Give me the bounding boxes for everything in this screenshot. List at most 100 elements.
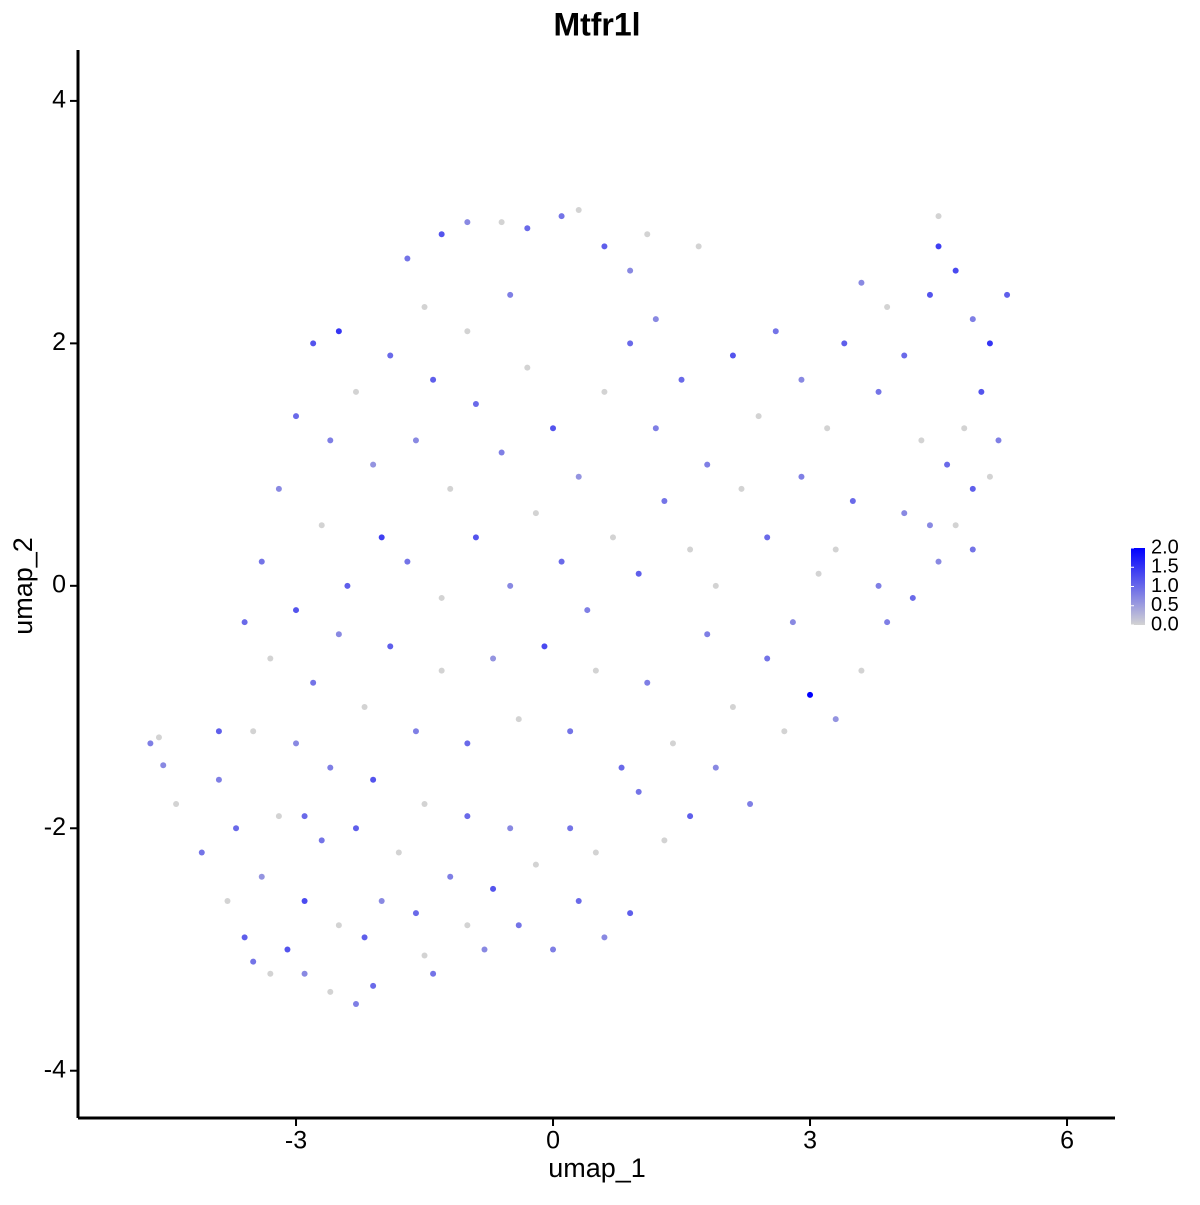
point (464, 740, 471, 747)
point (378, 534, 385, 541)
point (704, 631, 711, 638)
point (293, 740, 300, 747)
point (147, 740, 154, 747)
point (267, 970, 274, 977)
point (507, 582, 514, 589)
point (293, 607, 300, 614)
point (378, 898, 385, 905)
point (558, 213, 565, 220)
point (884, 303, 891, 310)
point (335, 631, 342, 638)
colorbar-tick-label: 0.0 (1151, 613, 1179, 635)
point (815, 570, 822, 577)
point (352, 388, 359, 395)
point (832, 716, 839, 723)
point (275, 813, 282, 820)
point (901, 510, 908, 517)
point (275, 485, 282, 492)
point (584, 607, 591, 614)
point (481, 946, 488, 953)
point (695, 243, 702, 250)
point (909, 594, 916, 601)
colorbar-tick-label: 0.5 (1151, 594, 1179, 616)
point (627, 267, 634, 274)
point (935, 213, 942, 220)
point (310, 679, 317, 686)
point (575, 473, 582, 480)
point (687, 813, 694, 820)
point (250, 958, 257, 965)
point (824, 425, 831, 432)
point (438, 667, 445, 674)
point (498, 449, 505, 456)
point (301, 898, 308, 905)
point (952, 267, 959, 274)
point (352, 1001, 359, 1008)
point (490, 655, 497, 662)
point (498, 219, 505, 226)
point (490, 885, 497, 892)
point (284, 946, 291, 953)
point (687, 546, 694, 553)
point (644, 679, 651, 686)
point (567, 728, 574, 735)
point (747, 801, 754, 808)
y-tick-label: 4 (52, 86, 66, 114)
point (944, 461, 951, 468)
point (430, 970, 437, 977)
point (370, 776, 377, 783)
point (935, 558, 942, 565)
point (986, 340, 993, 347)
point (198, 849, 205, 856)
point (464, 813, 471, 820)
point (738, 485, 745, 492)
point (875, 388, 882, 395)
y-tick-label: 0 (52, 570, 66, 598)
point (515, 716, 522, 723)
point (507, 825, 514, 832)
point (293, 413, 300, 420)
point (669, 740, 676, 747)
point (635, 788, 642, 795)
point (318, 522, 325, 529)
point (160, 762, 167, 769)
point (173, 801, 180, 808)
point (412, 437, 419, 444)
point (327, 764, 334, 771)
point (661, 497, 668, 504)
point (652, 316, 659, 323)
point (952, 522, 959, 529)
point (832, 546, 839, 553)
point (858, 279, 865, 286)
point (772, 328, 779, 335)
point (447, 873, 454, 880)
colorbar (1131, 548, 1145, 625)
point (412, 728, 419, 735)
point (335, 922, 342, 929)
x-tick-label: 6 (1060, 1127, 1074, 1155)
point (412, 910, 419, 917)
point (215, 728, 222, 735)
point (575, 898, 582, 905)
point (661, 837, 668, 844)
point (550, 425, 557, 432)
colorbar-tick-label: 1.5 (1151, 556, 1179, 578)
x-tick-label: 3 (803, 1127, 817, 1155)
point (318, 837, 325, 844)
point (301, 970, 308, 977)
point (524, 225, 531, 232)
point (395, 849, 402, 856)
point (430, 376, 437, 383)
point (961, 425, 968, 432)
point (627, 340, 634, 347)
point (789, 619, 796, 626)
point (729, 352, 736, 359)
point (807, 691, 814, 698)
x-axis-label: umap_1 (548, 1153, 646, 1183)
point (344, 582, 351, 589)
point (438, 231, 445, 238)
point (635, 570, 642, 577)
point (592, 849, 599, 856)
point (267, 655, 274, 662)
